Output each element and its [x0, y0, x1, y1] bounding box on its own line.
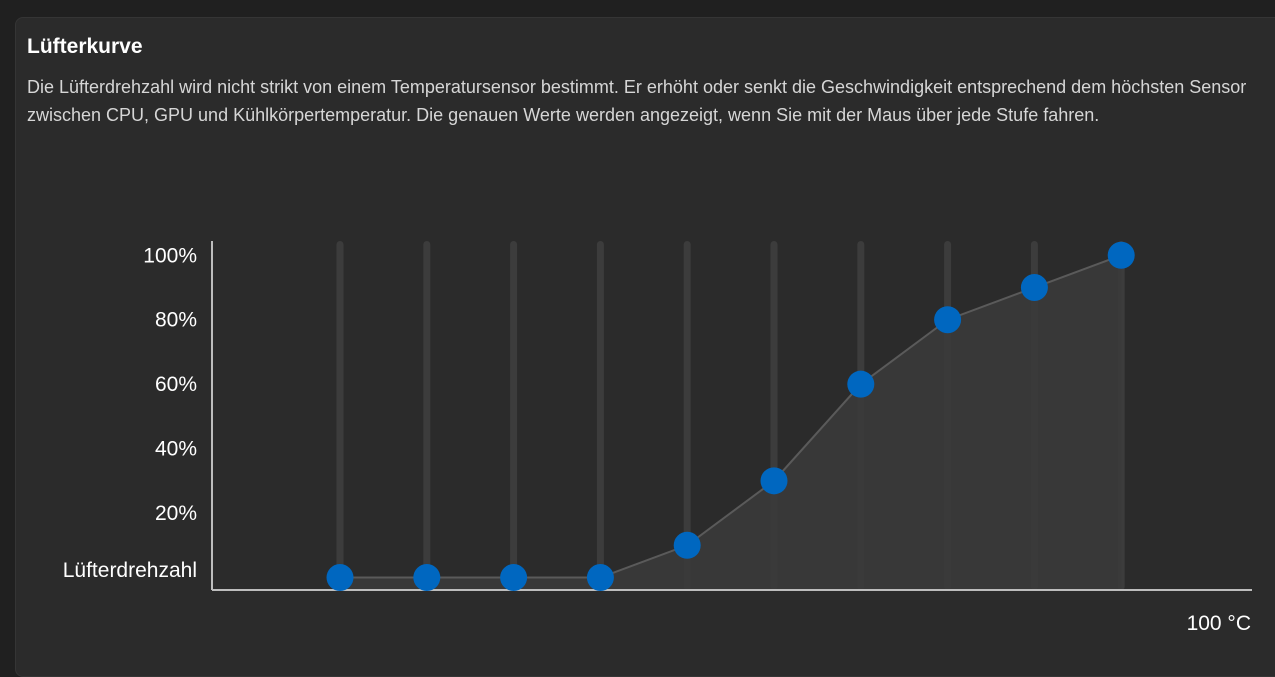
step-marker[interactable]: [586, 564, 614, 591]
step-marker[interactable]: [413, 564, 441, 591]
y-tick-label: 100%: [143, 244, 197, 267]
y-tick-label: 40%: [155, 438, 197, 461]
step-track: [596, 241, 604, 590]
step-marker[interactable]: [1107, 241, 1135, 269]
y-axis-label: Lüfterdrehzahl: [63, 559, 197, 582]
step-marker[interactable]: [760, 467, 788, 495]
step-track: [336, 241, 344, 590]
step-marker[interactable]: [326, 564, 354, 591]
step-marker[interactable]: [847, 370, 875, 398]
y-tick-labels: 20% 40% 60% 80% 100%: [143, 244, 197, 525]
curve-area: [340, 255, 1122, 590]
step-marker[interactable]: [673, 531, 701, 559]
fan-curve-chart: 20% 40% 60% 80% 100% Lüfterdrehzahl 100 °C: [63, 241, 1252, 635]
y-tick-label: 20%: [155, 502, 197, 525]
step-track: [423, 241, 431, 590]
step-marker[interactable]: [1020, 274, 1048, 301]
step-track: [683, 241, 691, 590]
x-axis-end-label: 100 °C: [1187, 612, 1251, 635]
step-markers[interactable]: [326, 241, 1135, 591]
y-tick-label: 60%: [155, 373, 197, 396]
curve-line: [340, 254, 1122, 579]
step-marker[interactable]: [500, 564, 528, 591]
card-description: Die Lüfterdrehzahl wird nicht strikt von…: [27, 77, 1247, 125]
step-track: [510, 241, 518, 590]
y-tick-label: 80%: [155, 309, 197, 332]
step-marker[interactable]: [934, 306, 962, 334]
card-title: Lüfterkurve: [27, 35, 143, 58]
